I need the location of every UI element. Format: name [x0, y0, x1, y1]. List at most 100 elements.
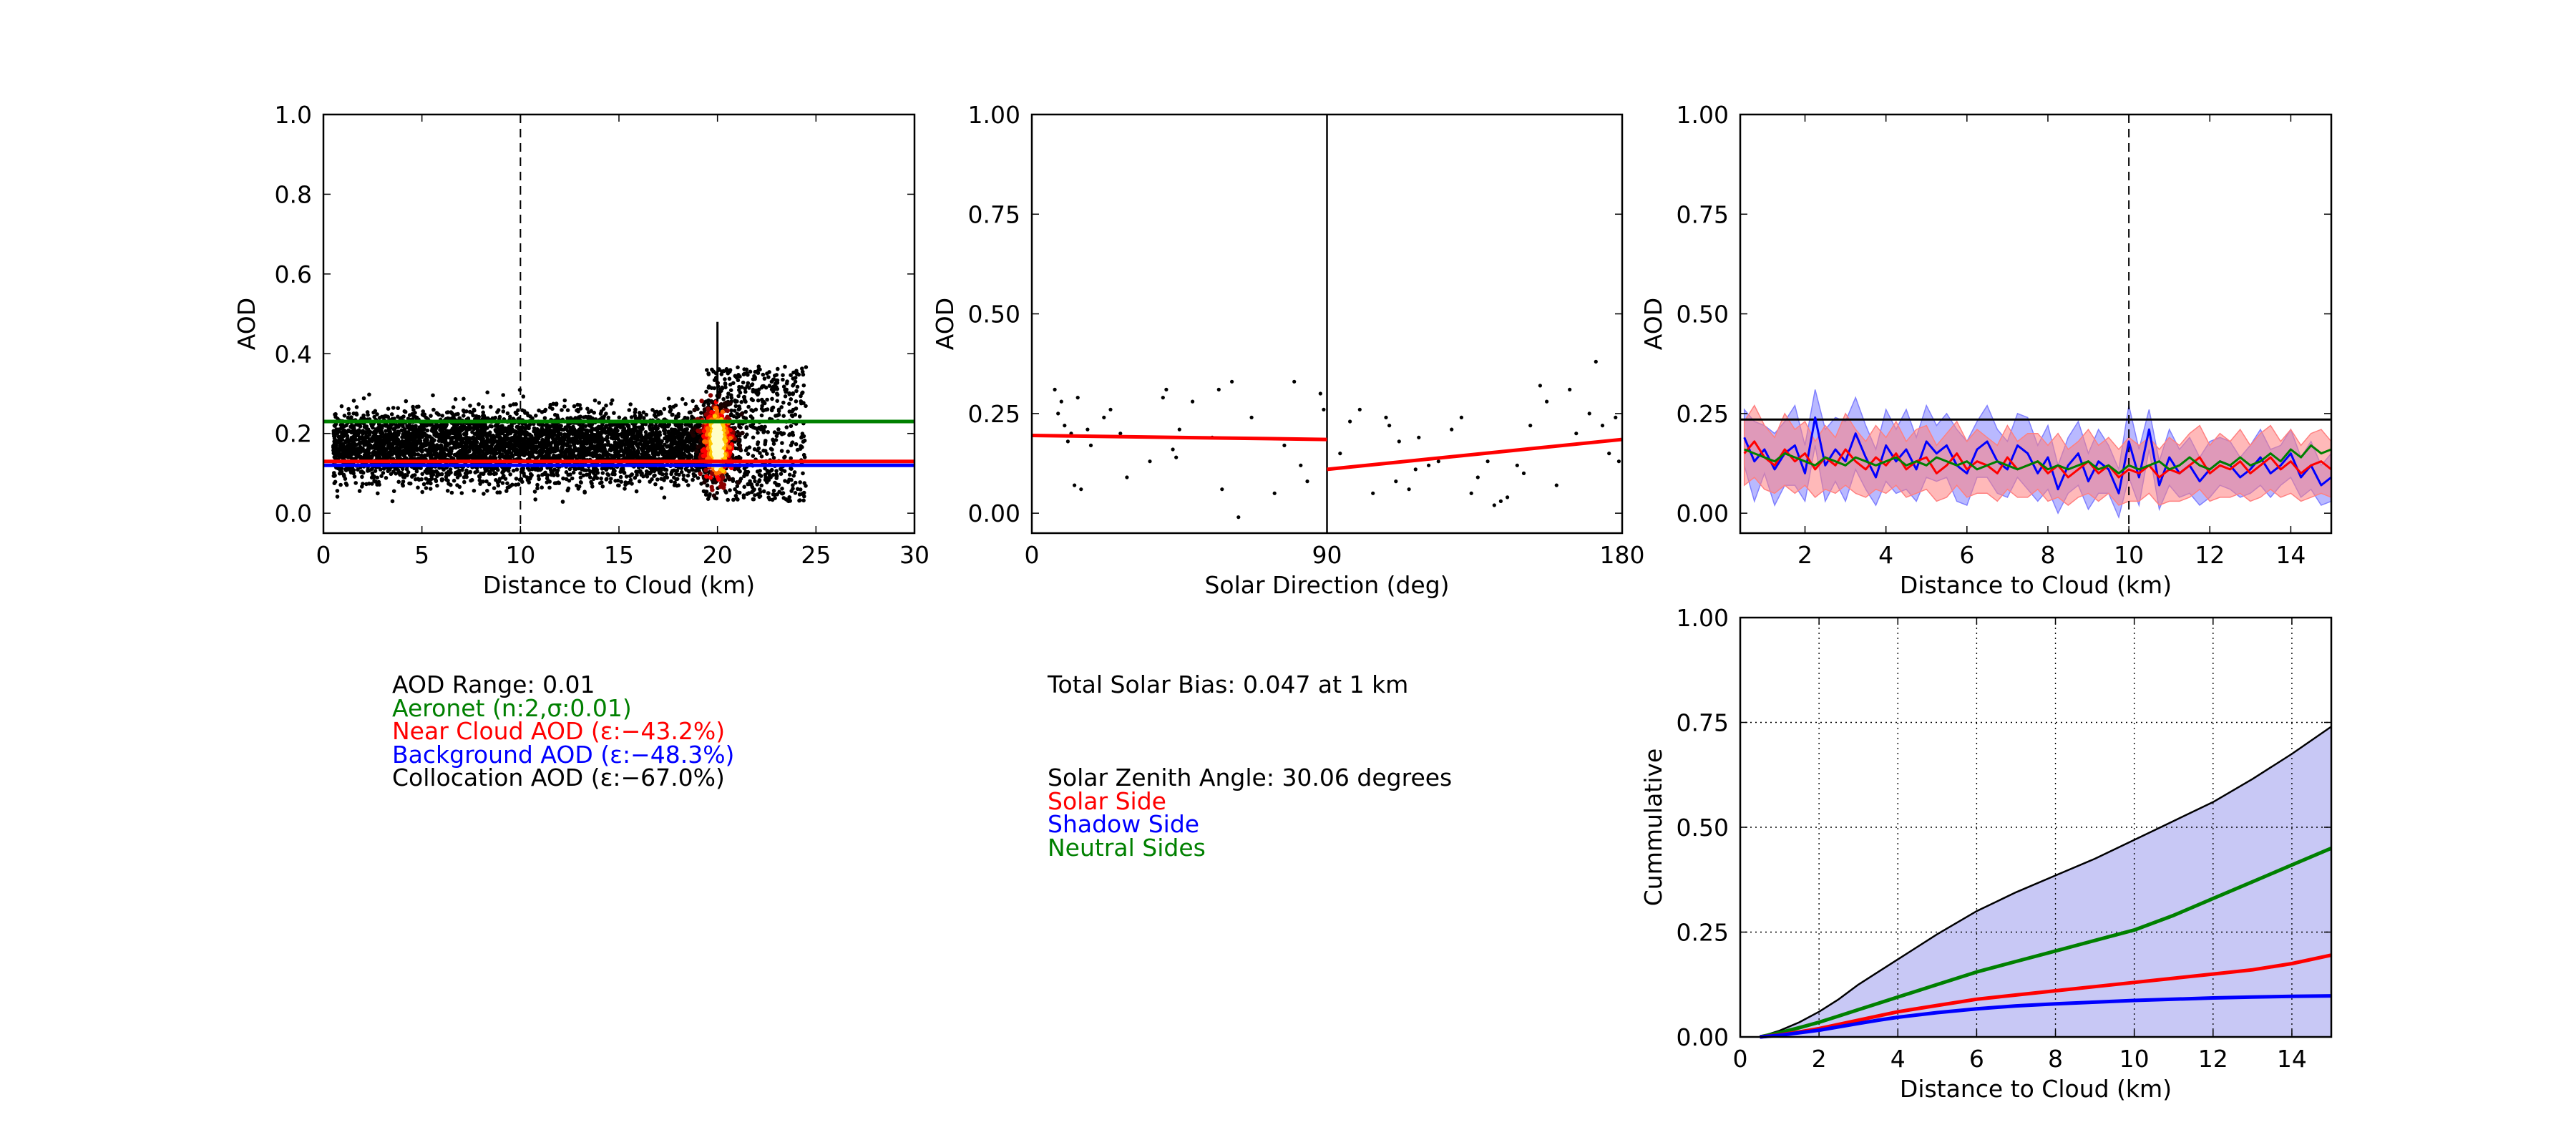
scatter-point	[401, 453, 406, 457]
scatter-point	[489, 404, 493, 409]
scatter-point	[804, 365, 809, 369]
scatter-point	[572, 442, 577, 447]
scatter-point	[537, 431, 542, 436]
scatter-point	[590, 484, 595, 489]
scatter-point	[779, 472, 784, 476]
scatter-point	[514, 467, 519, 472]
scatter-point	[577, 484, 582, 489]
scatter-point	[791, 487, 795, 491]
scatter-point	[406, 470, 411, 474]
scatter-point	[600, 427, 605, 432]
scatter-point	[508, 403, 512, 408]
scatter-point	[723, 385, 728, 390]
scatter-point	[510, 482, 514, 487]
scatter-point	[505, 485, 510, 490]
scatter-point	[439, 472, 444, 477]
scatter-point	[389, 447, 393, 452]
scatter-point	[759, 413, 764, 418]
scatter-point	[633, 453, 637, 458]
scatter-point	[478, 482, 482, 486]
scatter-point	[431, 407, 436, 412]
scatter-point	[383, 447, 388, 452]
scatter-point	[589, 441, 594, 446]
scatter-point	[360, 434, 365, 439]
scatter-point	[744, 367, 749, 372]
scatter-point	[500, 430, 504, 434]
scatter-point	[689, 454, 693, 458]
scatter-point	[629, 472, 634, 477]
scatter-point	[545, 473, 550, 477]
scatter-point	[663, 432, 667, 436]
scatter-point	[640, 427, 645, 431]
scatter-point	[422, 453, 427, 458]
scatter-point	[489, 449, 494, 453]
scatter-point	[668, 404, 673, 409]
scatter-point	[759, 454, 764, 459]
scatter-point	[401, 449, 406, 453]
scatter-point	[637, 479, 642, 484]
scatter-point	[378, 439, 383, 444]
scatter-point	[391, 406, 396, 410]
scatter-point	[658, 471, 663, 476]
scatter-point	[467, 427, 472, 432]
scatter-point	[352, 446, 357, 451]
scatter-point	[436, 452, 441, 457]
scatter-point	[606, 473, 611, 477]
scatter-point	[746, 452, 751, 457]
scatter-point	[608, 480, 613, 484]
scatter-point	[600, 480, 604, 484]
scatter-point	[762, 376, 767, 381]
scatter-point	[391, 489, 396, 494]
scatter-point	[775, 399, 779, 403]
scatter-point	[705, 483, 710, 488]
scatter-point	[376, 447, 380, 452]
scatter-point	[470, 430, 474, 434]
scatter-point	[611, 469, 616, 474]
scatter-point	[679, 436, 683, 441]
scatter-point	[332, 439, 336, 444]
scatter-point	[428, 487, 433, 491]
scatter-point	[420, 434, 424, 439]
scatter-point	[634, 489, 639, 494]
scatter-point	[670, 447, 674, 452]
scatter-point	[629, 415, 634, 419]
scatter-point	[751, 435, 756, 440]
scatter-point	[616, 483, 620, 488]
scatter-point	[556, 427, 561, 432]
scatter-point	[628, 430, 633, 435]
scatter-point	[680, 443, 685, 447]
scatter-point	[585, 472, 590, 477]
scatter-point	[414, 427, 418, 432]
scatter-point	[624, 474, 629, 479]
scatter-point	[440, 427, 445, 431]
scatter-point	[351, 424, 356, 429]
scatter-point	[648, 427, 653, 431]
scatter-point	[369, 467, 374, 472]
scatter-point	[396, 471, 401, 476]
scatter-point	[728, 388, 733, 393]
scatter-point	[582, 441, 587, 446]
scatter-point	[354, 405, 359, 409]
scatter-point	[562, 398, 567, 403]
scatter-point	[728, 369, 732, 374]
scatter-point	[489, 467, 494, 472]
scatter-point	[452, 435, 457, 440]
scatter-point	[516, 424, 520, 429]
scatter-point	[389, 412, 394, 416]
scatter-point	[766, 375, 771, 379]
scatter-point	[364, 435, 369, 439]
scatter-point	[572, 404, 577, 409]
scatter-point	[429, 481, 433, 486]
scatter-point	[599, 409, 604, 414]
scatter-point	[370, 471, 375, 475]
scatter-point	[485, 489, 489, 493]
scatter-point	[377, 455, 382, 459]
scatter-point	[612, 411, 616, 415]
scatter-point	[371, 475, 376, 479]
scatter-point	[609, 401, 613, 406]
scatter-point	[459, 491, 464, 495]
scatter-point	[383, 440, 387, 444]
scatter-point	[457, 416, 462, 421]
